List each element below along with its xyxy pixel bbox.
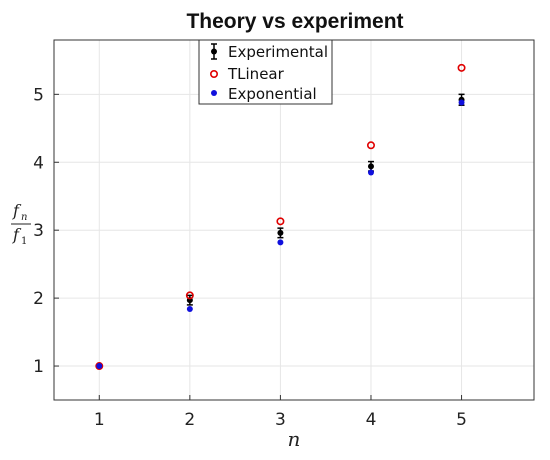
legend-item-tlinear: TLinear <box>210 65 285 83</box>
data-point-experimental <box>367 163 374 170</box>
legend-item-exponential: Exponential <box>211 85 317 103</box>
data-point-exponential <box>186 305 193 312</box>
legend-label-exponential: Exponential <box>228 85 317 103</box>
data-point-exponential <box>458 99 465 106</box>
data-point-exponential <box>96 363 103 370</box>
data-point-tlinear <box>185 291 194 300</box>
legend-dot-blue-icon <box>211 90 217 96</box>
series-tlinear <box>95 63 466 371</box>
data-point-exponential <box>277 239 284 246</box>
data-point-exponential <box>367 169 374 176</box>
x-tick-label: 1 <box>94 410 105 430</box>
legend-box <box>198 39 333 105</box>
ylabel-numerator: f <box>12 201 22 220</box>
data-points <box>95 63 466 371</box>
series-exponential <box>96 99 465 370</box>
ylabel-numerator-sub: n <box>21 212 27 223</box>
data-point-experimental <box>277 229 284 236</box>
x-tick-label: 4 <box>366 410 377 430</box>
ylabel-denominator-sub: 1 <box>21 236 27 247</box>
legend-circle-red-icon <box>210 70 219 79</box>
legend-item-experimental: Experimental <box>211 43 328 61</box>
y-tick-label: 3 <box>33 221 44 241</box>
x-tick-label: 5 <box>456 410 467 430</box>
legend-dot-black-icon <box>211 48 217 55</box>
x-tick-label: 3 <box>275 410 286 430</box>
y-tick-label: 5 <box>33 85 44 105</box>
chart-title: Theory vs experiment <box>186 10 403 33</box>
legend-label-experimental: Experimental <box>228 43 328 61</box>
data-point-tlinear <box>276 217 285 226</box>
y-tick-label: 1 <box>33 357 44 377</box>
y-axis-label: f n f 1 <box>11 201 31 247</box>
x-tick-label: 2 <box>184 410 195 430</box>
data-point-tlinear <box>95 362 104 371</box>
y-tick-label: 2 <box>33 289 44 309</box>
data-point-tlinear <box>457 63 466 72</box>
y-tick-label: 4 <box>33 153 44 173</box>
axis-ticks: 1 2 3 4 5 1 2 3 4 5 <box>33 85 467 430</box>
legend-label-tlinear: TLinear <box>227 65 285 83</box>
ylabel-denominator: f <box>12 225 22 244</box>
x-axis-label: n <box>288 427 301 451</box>
legend: Experimental TLinear Exponential <box>198 39 333 105</box>
data-point-tlinear <box>366 141 375 150</box>
